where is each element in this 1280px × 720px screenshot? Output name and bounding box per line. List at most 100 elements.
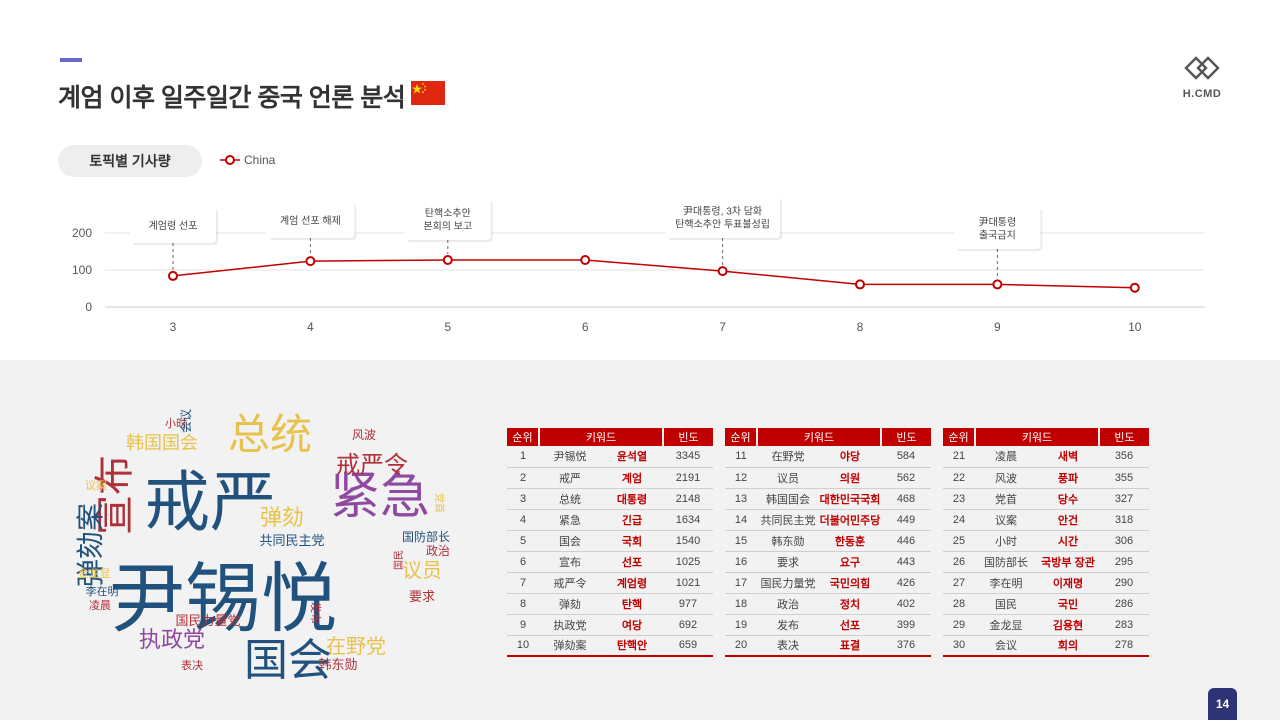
chinese-keyword-cell: 国民 [975,593,1037,615]
korean-keyword-cell: 의원 [819,467,881,489]
table-row: 4 紧急 긴급 1634 [507,509,713,531]
frequency-cell: 692 [663,614,713,636]
korean-keyword-cell: 윤석열 [601,446,663,468]
table-row: 2 戒严 계엄 2191 [507,467,713,489]
annotation-box [404,198,491,240]
col-freq: 빈도 [662,428,713,446]
chinese-keyword-cell: 凌晨 [975,446,1037,468]
wordcloud-word: 风波 [352,428,376,442]
table-row: 28 国民 국민 286 [943,593,1149,615]
data-point [992,279,1003,290]
korean-keyword-cell: 김용현 [1037,614,1099,636]
wordcloud-word: 戒严 [144,464,276,541]
wordcloud-word: 议案 [85,478,107,492]
rank-cell: 18 [725,593,757,615]
col-freq: 빈도 [1098,428,1149,446]
frequency-cell: 278 [1099,635,1149,657]
table-row: 7 戒严令 계엄령 1021 [507,572,713,594]
frequency-cell: 562 [881,467,931,489]
chinese-keyword-cell: 尹锡悦 [539,446,601,468]
rank-cell: 4 [507,509,539,531]
rank-cell: 15 [725,530,757,552]
data-point [1129,282,1140,293]
frequency-cell: 306 [1099,530,1149,552]
rank-cell: 9 [507,614,539,636]
data-point [855,279,865,290]
frequency-cell: 2191 [663,467,713,489]
series-line-china [172,259,1135,289]
wordcloud-word: 要求 [409,590,435,605]
col-freq: 빈도 [880,428,931,446]
wordcloud-word: 在野党 [326,634,386,658]
table-row: 22 风波 풍파 355 [943,467,1149,489]
wordcloud-word: 政治 [426,544,450,558]
wordcloud-word: 发布 [309,602,323,624]
annotation-text: 본회의 보고 [423,221,472,233]
annotation-text: 계엄령 선포 [149,220,198,232]
table-row: 25 小时 시간 306 [943,530,1149,552]
korean-keyword-cell: 탄핵 [601,593,663,615]
logo-mark-icon [1184,56,1220,80]
wordcloud-word: 国会 [244,635,332,686]
rank-cell: 8 [507,593,539,615]
table-row: 1 尹锡悦 윤석열 3345 [507,446,713,468]
annotation-text: 탄핵소추안 [425,208,471,220]
wordcloud-word: 国民 [393,550,405,570]
data-point [168,270,178,281]
frequency-cell: 1021 [663,572,713,594]
china-flag-icon [411,81,445,105]
frequency-cell: 449 [881,509,931,531]
frequency-cell: 355 [1099,467,1149,489]
chinese-keyword-cell: 李在明 [975,572,1037,594]
y-tick-label: 100 [72,263,92,277]
chinese-keyword-cell: 总统 [539,488,601,510]
x-tick-label: 3 [170,320,177,334]
korean-keyword-cell: 계엄령 [601,572,663,594]
rank-cell: 24 [943,509,975,531]
chinese-keyword-cell: 国民力量党 [757,572,819,594]
wordcloud-word: 凌晨 [89,598,111,612]
table-row: 5 国会 국회 1540 [507,530,713,552]
chinese-keyword-cell: 紧急 [539,509,601,531]
rank-cell: 27 [943,572,975,594]
frequency-cell: 1634 [663,509,713,531]
wordcloud-word: 总统 [228,410,312,459]
frequency-cell: 295 [1099,551,1149,573]
table-row: 14 共同民主党 더불어민주당 449 [725,509,931,531]
table-row: 20 表决 표결 376 [725,635,931,657]
korean-keyword-cell: 시간 [1037,530,1099,552]
annotation-box [665,196,781,238]
table-row: 29 金龙显 김용현 283 [943,614,1149,636]
table-row: 10 弹劾案 탄핵안 659 [507,635,713,657]
frequency-cell: 283 [1099,614,1149,636]
wordcloud-word: 戒严令 [336,451,408,479]
annotation-text: 尹대통령, 3차 담화 [683,206,762,218]
chinese-keyword-cell: 共同民主党 [757,509,819,531]
chinese-keyword-cell: 国防部长 [975,551,1037,573]
frequency-cell: 468 [881,488,931,510]
y-tick-label: 200 [72,226,92,240]
rank-cell: 28 [943,593,975,615]
chinese-keyword-cell: 议员 [757,467,819,489]
rank-cell: 1 [507,446,539,468]
frequency-cell: 426 [881,572,931,594]
rank-cell: 19 [725,614,757,636]
rank-cell: 13 [725,488,757,510]
frequency-cell: 376 [881,635,931,657]
chinese-keyword-cell: 戒严令 [539,572,601,594]
table-row: 3 总统 대통령 2148 [507,488,713,510]
chinese-keyword-cell: 表决 [757,635,819,657]
table-row: 9 执政党 여당 692 [507,614,713,636]
rank-cell: 22 [943,467,975,489]
hcmd-logo: H.CMD [1178,56,1226,100]
annotation-text: 출국금지 [979,230,1016,242]
korean-keyword-cell: 당수 [1037,488,1099,510]
table-row: 19 发布 선포 399 [725,614,931,636]
korean-keyword-cell: 대한민국국회 [819,488,881,510]
chinese-keyword-cell: 在野党 [757,446,819,468]
annotation-text: 탄핵소추안 투표불성립 [675,218,770,231]
rank-cell: 6 [507,551,539,573]
frequency-cell: 1025 [663,551,713,573]
